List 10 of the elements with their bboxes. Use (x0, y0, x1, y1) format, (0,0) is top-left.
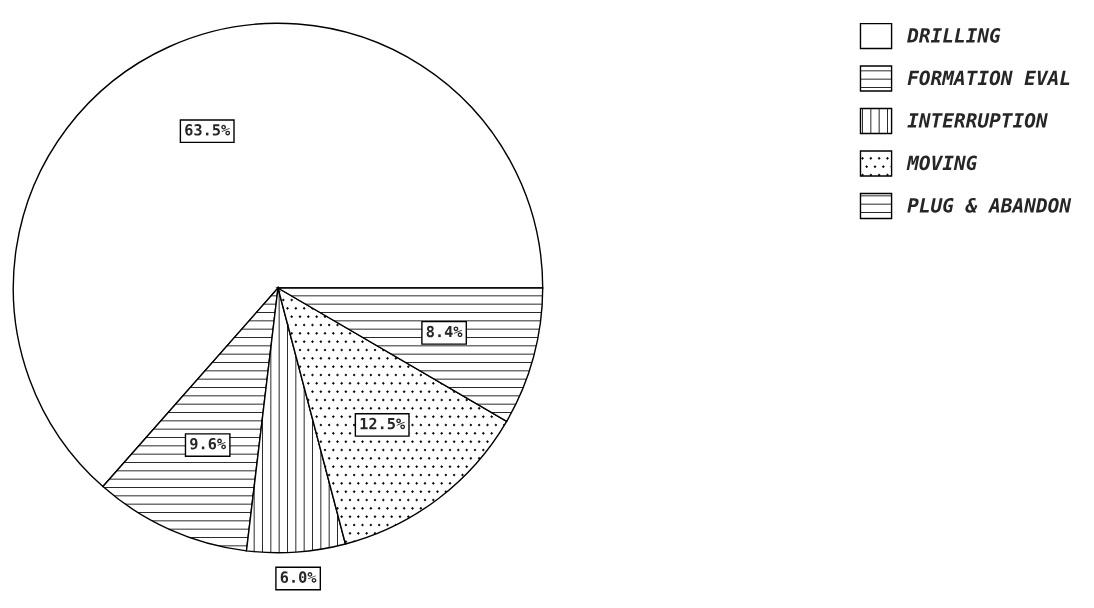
data-label: 6.0% (280, 571, 317, 583)
legend-label: DRILLING (907, 28, 1001, 43)
data-label: 63.5% (185, 124, 231, 136)
legend-label: INTERRUPTION (907, 112, 1048, 128)
data-label: 12.5% (360, 417, 406, 430)
legend-label: FORMATION EVAL (907, 70, 1070, 86)
data-label: 9.6% (190, 437, 226, 450)
legend-label: PLUG & ABANDON (907, 197, 1072, 213)
data-label: 8.4% (426, 325, 463, 338)
legend-label: MOVING (906, 155, 977, 171)
